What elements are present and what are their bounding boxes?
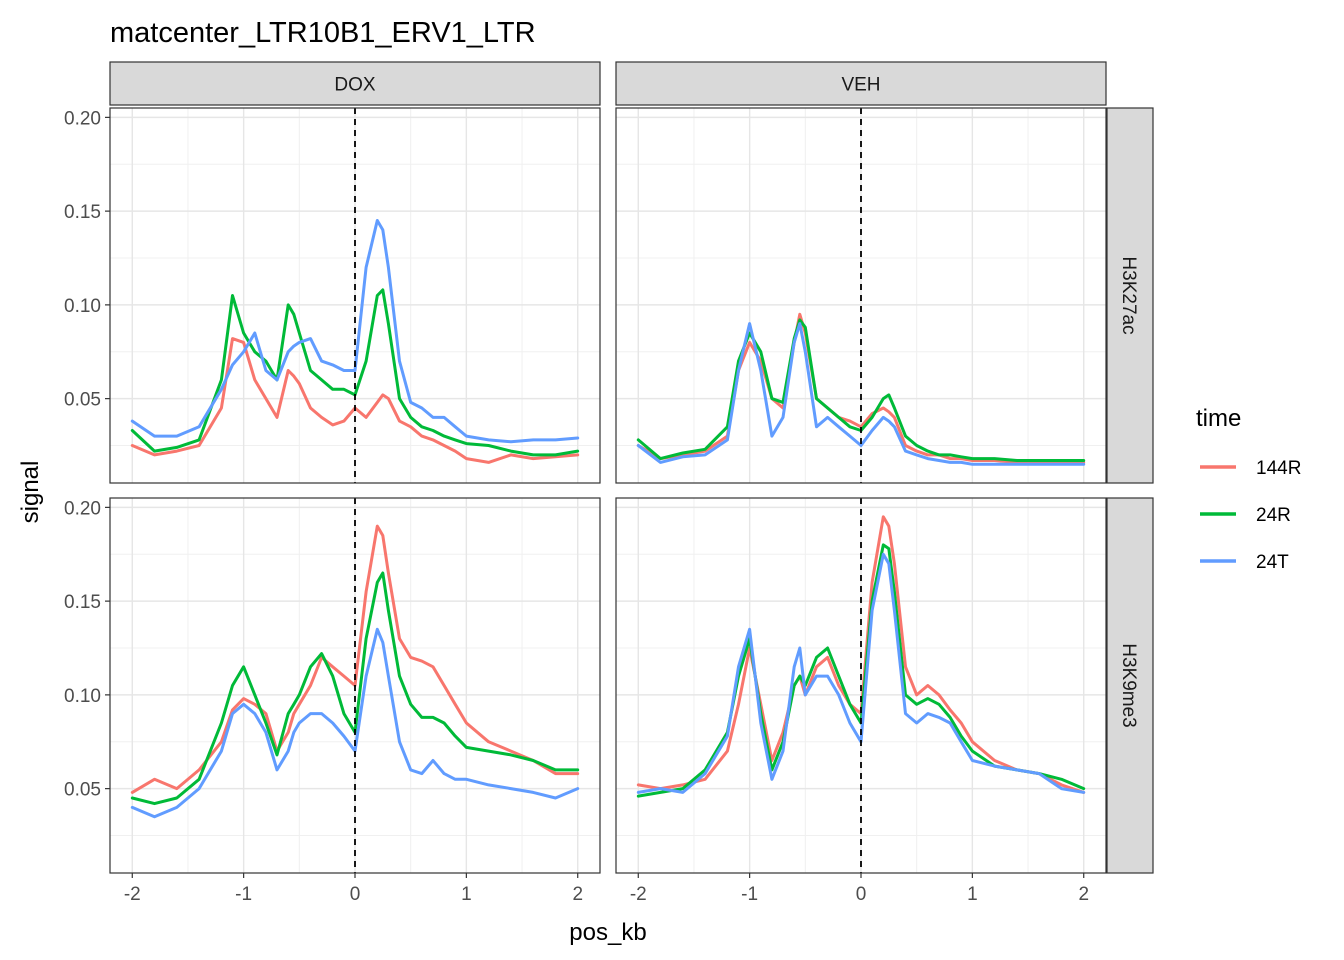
- x-tick-label: -2: [124, 884, 141, 905]
- series-line-24t: [130, 219, 580, 444]
- panel-dox-h3k9me3: 0.05 0.10 0.15 0.20 -2 -1 0 1 2: [64, 497, 601, 905]
- x-tick-label: -1: [235, 884, 252, 905]
- legend-title: time: [1196, 405, 1241, 432]
- series-line-144r: [636, 312, 1086, 464]
- panel-veh-h3k9me3: -2 -1 0 1 2: [615, 497, 1107, 905]
- y-axis-title: signal: [17, 461, 44, 524]
- y-tick-label: 0.15: [64, 202, 101, 223]
- panel-border: [109, 107, 601, 484]
- x-tick-label: 1: [461, 884, 472, 905]
- strip-row-h3k9me3: [1106, 497, 1154, 874]
- chart-title: matcenter_LTR10B1_ERV1_LTR: [110, 17, 536, 49]
- series-line-24r: [636, 543, 1086, 798]
- series-line-24t: [130, 627, 580, 819]
- x-tick-label: 0: [856, 884, 867, 905]
- panel-dox-h3k27ac: 0.05 0.10 0.15 0.20: [64, 107, 601, 484]
- strip-col-label: DOX: [334, 75, 376, 96]
- legend-label-24r: 24R: [1256, 505, 1291, 526]
- strip-row-label: H3K27ac: [1118, 256, 1139, 334]
- strip-col-veh: [615, 61, 1107, 106]
- y-tick-label: 0.05: [64, 780, 101, 801]
- y-tick-label: 0.10: [64, 686, 101, 707]
- x-tick-label: 2: [1078, 884, 1089, 905]
- y-tick-label: 0.10: [64, 296, 101, 317]
- panel-veh-h3k27ac: [615, 107, 1107, 484]
- y-tick-label: 0.20: [64, 498, 101, 519]
- y-tick-label: 0.15: [64, 592, 101, 613]
- strip-col-label: VEH: [841, 75, 880, 96]
- x-tick-label: 0: [350, 884, 361, 905]
- x-tick-label: -1: [741, 884, 758, 905]
- series-line-144r: [130, 524, 580, 794]
- series-line-144r: [636, 515, 1086, 794]
- y-tick-label: 0.20: [64, 108, 101, 129]
- legend: time 144R 24R 24T: [1196, 405, 1301, 573]
- strip-row-h3k27ac: [1106, 107, 1154, 484]
- x-tick-label: 1: [967, 884, 978, 905]
- series-line-144r: [130, 337, 580, 464]
- panel-border: [615, 107, 1107, 484]
- series-line-24t: [636, 322, 1086, 466]
- x-tick-label: 2: [572, 884, 583, 905]
- series-line-24t: [636, 552, 1086, 794]
- legend-label-144r: 144R: [1256, 458, 1301, 479]
- legend-label-24t: 24T: [1256, 552, 1289, 573]
- y-tick-label: 0.05: [64, 390, 101, 411]
- facet-panels: DOX VEHH3K27acH3K9me30.050.100.150.200.05…: [64, 61, 1154, 905]
- x-axis-title: pos_kb: [569, 919, 646, 946]
- strip-row-label: H3K9me3: [1118, 643, 1139, 728]
- series-line-24r: [130, 571, 580, 806]
- x-tick-label: -2: [630, 884, 647, 905]
- series-line-24r: [130, 288, 580, 457]
- strip-col-dox: [109, 61, 601, 106]
